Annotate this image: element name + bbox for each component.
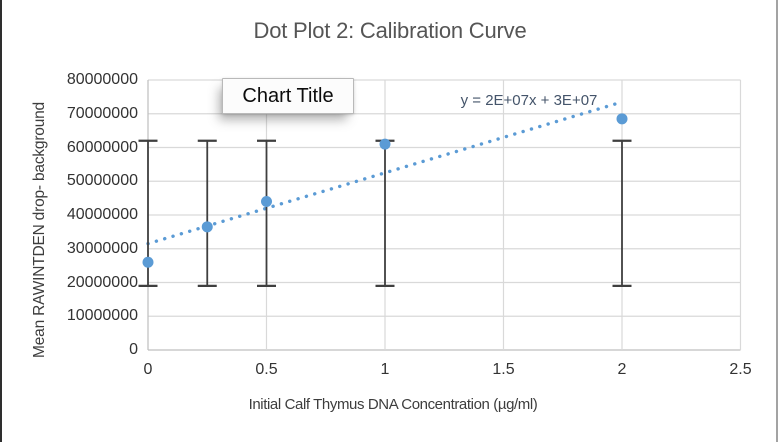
x-tick-label: 2 <box>617 361 627 378</box>
chart-title-textbox[interactable]: Chart Title <box>222 78 354 114</box>
data-point[interactable] <box>142 256 154 268</box>
y-tick-label: 80000000 <box>66 71 138 88</box>
x-tick-label: 0 <box>143 361 153 378</box>
y-tick-label: 40000000 <box>66 206 138 223</box>
dotted-trendline <box>146 102 617 246</box>
y-tick-label: 50000000 <box>66 172 138 190</box>
y-tick-label: 20000000 <box>66 273 138 291</box>
y-axis-title: Mean RAWINTDEN drop- background <box>31 102 48 358</box>
x-tick-label: 0.5 <box>255 361 278 378</box>
y-tick-label: 10000000 <box>66 307 138 325</box>
y-tick-label: 70000000 <box>66 104 138 122</box>
data-point[interactable] <box>379 138 391 150</box>
data-point[interactable] <box>616 113 628 125</box>
x-tick-label: 2.5 <box>729 361 752 378</box>
data-point[interactable] <box>201 221 213 233</box>
x-tick-label: 1.5 <box>492 361 515 378</box>
data-point[interactable] <box>261 196 272 207</box>
x-axis-title: Initial Calf Thymus DNA Concentration (µ… <box>248 396 538 413</box>
y-tick-label: 30000000 <box>66 239 138 257</box>
page-title: Dot Plot 2: Calibration Curve <box>253 18 527 43</box>
trendline-equation-label: y = 2E+07x + 3E+07 <box>460 92 598 109</box>
y-tick-label: 0 <box>129 341 138 358</box>
window-left-border <box>0 0 2 442</box>
y-tick-label: 60000000 <box>66 138 138 156</box>
x-tick-label: 1 <box>380 361 390 378</box>
window-right-border <box>776 0 778 442</box>
